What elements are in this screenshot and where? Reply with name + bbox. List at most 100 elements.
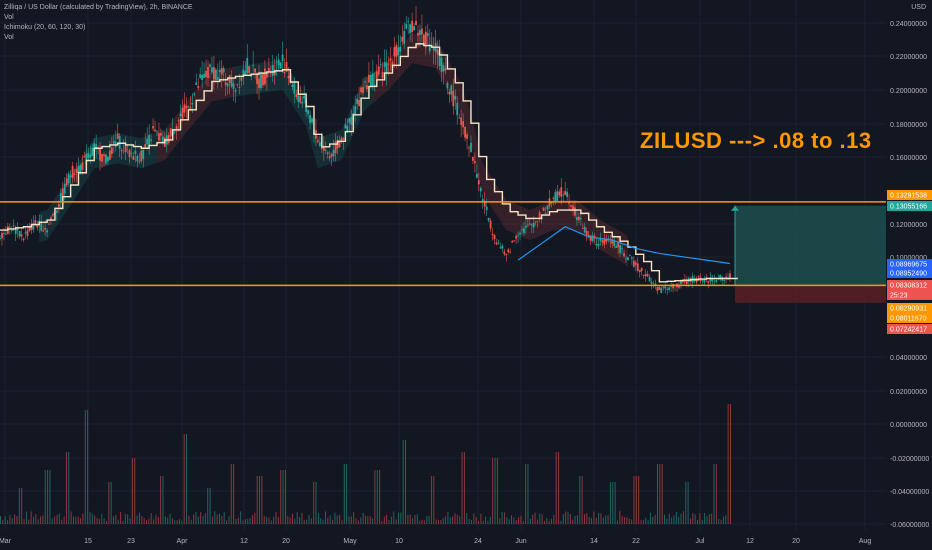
candle-body	[477, 180, 480, 185]
legend-symbol[interactable]: Zilliqa / US Dollar (calculated by Tradi…	[4, 4, 193, 11]
volume-bar	[600, 513, 602, 524]
candle-body	[89, 154, 92, 158]
candle-body	[134, 150, 137, 154]
volume-bar	[466, 513, 468, 524]
volume-bar	[543, 520, 545, 524]
volume-bar	[416, 514, 418, 524]
volume-bar	[659, 464, 661, 524]
volume-bar	[461, 452, 463, 524]
volume-bar	[506, 517, 508, 524]
volume-bar	[188, 515, 190, 524]
volume-bar	[376, 470, 378, 524]
volume-bar	[164, 516, 166, 524]
candle-body	[391, 61, 394, 67]
legend-vol-2[interactable]: Vol	[4, 34, 14, 41]
candle-body	[593, 235, 596, 237]
legend-ichimoku[interactable]: Ichimoku (20, 60, 120, 30)	[4, 24, 86, 31]
time-axis[interactable]: Mar 15 23 Apr 12 20 May 10 24 Jun 14 22 Jul 12 20 Aug	[0, 538, 871, 545]
volume-bar	[75, 516, 77, 524]
volume-histogram	[0, 404, 731, 524]
price-axis[interactable]: 0.24000000 0.22000000 0.20000000 0.18000000…	[887, 21, 932, 529]
volume-bar	[701, 519, 703, 524]
candle-body	[332, 149, 335, 157]
volume-bar	[23, 519, 25, 524]
candle-body	[87, 152, 90, 159]
volume-bar	[704, 512, 706, 524]
candle-body	[222, 68, 225, 73]
candle-body	[719, 275, 722, 280]
volume-bar	[678, 517, 680, 524]
candle-body	[275, 61, 278, 63]
volume-bar	[254, 512, 256, 524]
volume-bar	[334, 512, 336, 524]
volume-bar	[487, 520, 489, 524]
candle-body	[562, 194, 565, 196]
candle-body	[481, 199, 484, 202]
candle-body	[44, 227, 47, 230]
candle-body	[513, 240, 516, 242]
volume-bar	[395, 519, 397, 524]
time-tick-label: 24	[474, 538, 482, 545]
volume-bar	[598, 512, 600, 524]
candle-body	[73, 173, 76, 175]
volume-bar	[607, 515, 609, 524]
candle-body	[509, 251, 512, 253]
volume-bar	[284, 470, 286, 524]
time-tick-label: May	[343, 538, 357, 545]
volume-bar	[237, 517, 239, 524]
candle-body	[625, 258, 627, 260]
horizontal-levels[interactable]	[0, 201, 886, 287]
volume-bar	[150, 513, 152, 524]
volume-bar	[42, 515, 44, 524]
chart-annotation-text[interactable]: ZILUSD ---> .08 to .13	[640, 128, 872, 153]
volume-bar	[266, 516, 268, 524]
candle-body	[636, 263, 639, 271]
volume-bar	[110, 482, 112, 524]
volume-bar	[28, 519, 30, 524]
price-label-bg	[887, 190, 932, 200]
candle-body	[387, 63, 390, 65]
candle-body	[256, 73, 258, 84]
volume-bar	[77, 516, 79, 524]
profit-zone	[735, 205, 886, 286]
candle-body	[340, 137, 343, 143]
price-label: 0.08290931	[890, 306, 927, 313]
volume-bar	[689, 518, 691, 524]
volume-bar	[113, 516, 115, 524]
candle-body	[207, 66, 209, 79]
volume-bar	[414, 515, 416, 524]
price-tick-label: 0.16000000	[890, 155, 927, 162]
candle-body	[116, 133, 119, 139]
candle-body	[583, 226, 586, 233]
candle-body	[373, 84, 376, 86]
price-label-bg	[887, 268, 932, 278]
volume-bar	[18, 488, 20, 524]
price-label: 0.07242417	[890, 327, 927, 334]
price-label: 0.13055166	[890, 204, 927, 211]
candle-body	[576, 217, 578, 221]
long-position-tool[interactable]	[731, 205, 886, 303]
candle-body	[611, 239, 614, 244]
lagging-line	[517, 226, 731, 265]
candle-body	[472, 157, 474, 161]
volume-bar	[595, 517, 597, 524]
volume-bar	[44, 470, 46, 524]
legend-vol[interactable]: Vol	[4, 14, 14, 21]
candle-body	[18, 230, 21, 237]
candle-body	[283, 72, 286, 74]
volume-bar	[567, 512, 569, 524]
candle-body	[105, 154, 107, 164]
candle-body	[348, 118, 351, 123]
axis-currency-label: USD	[911, 4, 926, 11]
volume-bar	[346, 464, 348, 524]
candle-body	[473, 161, 476, 164]
volume-bar	[37, 519, 39, 524]
volume-bar	[511, 515, 512, 524]
candle-body	[632, 260, 635, 267]
candle-body	[642, 275, 645, 277]
volume-bar	[708, 514, 710, 524]
candle-body	[362, 87, 364, 93]
volume-bar	[195, 511, 197, 524]
candle-body	[99, 147, 101, 161]
